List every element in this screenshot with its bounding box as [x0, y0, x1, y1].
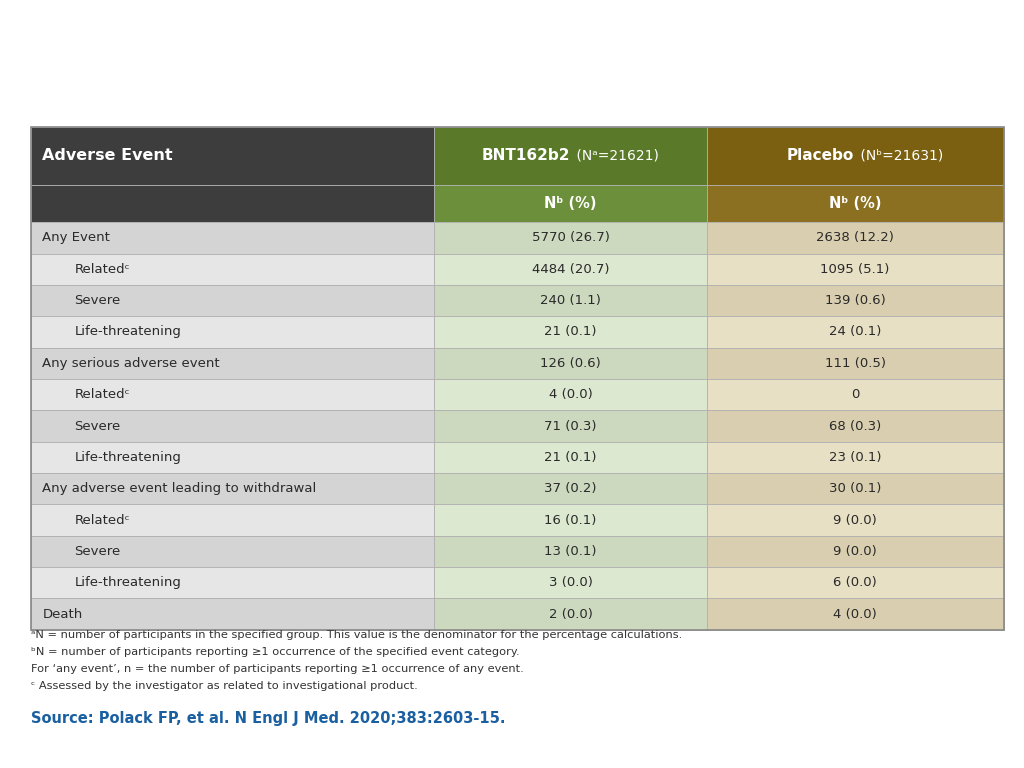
Bar — [31, 222, 434, 253]
Bar — [434, 316, 707, 348]
Bar — [434, 184, 707, 222]
Bar — [31, 285, 434, 316]
Text: Relatedᶜ: Relatedᶜ — [75, 514, 130, 527]
Bar — [434, 567, 707, 598]
Text: 16 (0.1): 16 (0.1) — [545, 514, 597, 527]
Text: Relatedᶜ: Relatedᶜ — [75, 263, 130, 276]
Bar — [31, 536, 434, 567]
Bar — [707, 253, 1004, 285]
Bar — [31, 253, 434, 285]
Text: 30 (0.1): 30 (0.1) — [829, 482, 882, 495]
Text: 1095 (5.1): 1095 (5.1) — [820, 263, 890, 276]
Text: ᵃN = number of participants in the specified group. This value is the denominato: ᵃN = number of participants in the speci… — [31, 630, 682, 640]
Text: 9 (0.0): 9 (0.0) — [834, 514, 877, 527]
Text: Death: Death — [42, 607, 83, 621]
Text: 3 (0.0): 3 (0.0) — [549, 576, 593, 589]
Text: 21 (0.1): 21 (0.1) — [545, 326, 597, 339]
Bar — [434, 253, 707, 285]
Text: Life-threatening: Life-threatening — [75, 576, 181, 589]
Bar — [707, 442, 1004, 473]
Bar — [707, 184, 1004, 222]
Bar — [707, 316, 1004, 348]
Text: ᵇN = number of participants reporting ≥1 occurrence of the specified event categ: ᵇN = number of participants reporting ≥1… — [31, 647, 519, 657]
Bar — [434, 410, 707, 442]
Text: BNT162b2: BNT162b2 — [481, 148, 569, 163]
Text: 24 (0.1): 24 (0.1) — [829, 326, 882, 339]
Text: 4 (0.0): 4 (0.0) — [834, 607, 877, 621]
Text: 126 (0.6): 126 (0.6) — [541, 357, 601, 370]
Text: 0: 0 — [851, 388, 859, 401]
Text: Any Event: Any Event — [42, 231, 111, 244]
Text: 139 (0.6): 139 (0.6) — [824, 294, 886, 307]
Text: 4 (0.0): 4 (0.0) — [549, 388, 593, 401]
Bar — [434, 505, 707, 536]
Text: 71 (0.3): 71 (0.3) — [545, 419, 597, 432]
Bar — [434, 473, 707, 505]
Bar — [707, 410, 1004, 442]
Text: Any serious adverse event: Any serious adverse event — [42, 357, 220, 370]
Bar — [434, 348, 707, 379]
Bar — [434, 598, 707, 630]
Bar — [31, 473, 434, 505]
Text: Severe: Severe — [75, 419, 121, 432]
Bar — [31, 410, 434, 442]
Bar — [707, 348, 1004, 379]
Text: 37 (0.2): 37 (0.2) — [545, 482, 597, 495]
Text: (Nᵃ=21621): (Nᵃ=21621) — [571, 149, 658, 163]
Bar — [31, 348, 434, 379]
Bar — [707, 285, 1004, 316]
Bar — [707, 127, 1004, 184]
Text: Adverse Event: Adverse Event — [42, 148, 173, 163]
Bar — [31, 505, 434, 536]
Bar — [707, 598, 1004, 630]
Bar — [31, 379, 434, 410]
Text: Severe: Severe — [75, 545, 121, 558]
Bar — [434, 222, 707, 253]
Text: Relatedᶜ: Relatedᶜ — [75, 388, 130, 401]
Text: 4484 (20.7): 4484 (20.7) — [531, 263, 609, 276]
Text: 5770 (26.7): 5770 (26.7) — [531, 231, 609, 244]
Bar — [31, 184, 434, 222]
Text: (Nᵇ=21631): (Nᵇ=21631) — [856, 149, 943, 163]
Bar — [31, 442, 434, 473]
Bar — [434, 379, 707, 410]
Text: For ‘any event’, n = the number of participants reporting ≥1 occurrence of any e: For ‘any event’, n = the number of parti… — [31, 664, 523, 674]
Text: Severe: Severe — [75, 294, 121, 307]
Bar — [31, 127, 434, 184]
Text: 21 (0.1): 21 (0.1) — [545, 451, 597, 464]
Text: Safety and Efficacy of the BNT162b2 mRNA Covid-19 Vaccine: Safety and Efficacy of the BNT162b2 mRNA… — [23, 28, 930, 54]
Text: 9 (0.0): 9 (0.0) — [834, 545, 877, 558]
Text: 2638 (12.2): 2638 (12.2) — [816, 231, 894, 244]
Bar — [707, 567, 1004, 598]
Text: Nᵇ (%): Nᵇ (%) — [828, 196, 882, 211]
Text: 13 (0.1): 13 (0.1) — [545, 545, 597, 558]
Text: 111 (0.5): 111 (0.5) — [824, 357, 886, 370]
Bar — [434, 127, 707, 184]
Text: 240 (1.1): 240 (1.1) — [541, 294, 601, 307]
Bar — [707, 222, 1004, 253]
Bar — [434, 536, 707, 567]
Bar — [434, 442, 707, 473]
Text: Placebo: Placebo — [787, 148, 854, 163]
Bar — [31, 567, 434, 598]
Text: Life-threatening: Life-threatening — [75, 451, 181, 464]
Text: Any adverse event leading to withdrawal: Any adverse event leading to withdrawal — [42, 482, 316, 495]
Text: ᶜ Assessed by the investigator as related to investigational product.: ᶜ Assessed by the investigator as relate… — [31, 680, 418, 690]
Bar — [31, 316, 434, 348]
Text: Results: Adverse Events: Results: Adverse Events — [23, 81, 352, 105]
Text: 6 (0.0): 6 (0.0) — [834, 576, 877, 589]
Bar — [707, 505, 1004, 536]
Text: 2 (0.0): 2 (0.0) — [549, 607, 593, 621]
Text: Nᵇ (%): Nᵇ (%) — [545, 196, 597, 211]
Bar — [707, 379, 1004, 410]
Text: 68 (0.3): 68 (0.3) — [829, 419, 882, 432]
Bar — [31, 598, 434, 630]
Text: Source: Polack FP, et al. N Engl J Med. 2020;383:2603-15.: Source: Polack FP, et al. N Engl J Med. … — [31, 711, 505, 727]
Bar — [707, 536, 1004, 567]
Bar — [707, 473, 1004, 505]
Bar — [434, 285, 707, 316]
Text: 23 (0.1): 23 (0.1) — [828, 451, 882, 464]
Text: Life-threatening: Life-threatening — [75, 326, 181, 339]
